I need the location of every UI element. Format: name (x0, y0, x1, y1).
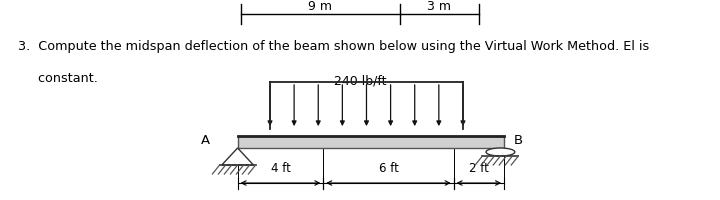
Text: 4 ft: 4 ft (271, 162, 290, 176)
Bar (238, 136, 504, 148)
Polygon shape (222, 148, 253, 165)
Text: constant.: constant. (18, 72, 98, 85)
Text: 2 ft: 2 ft (469, 162, 489, 176)
Text: B: B (513, 134, 523, 148)
Text: 6 ft: 6 ft (379, 162, 398, 176)
Text: 3 m: 3 m (427, 0, 451, 13)
Text: A: A (201, 134, 210, 148)
Circle shape (486, 148, 515, 156)
Text: 9 m: 9 m (308, 0, 333, 13)
Text: 3.  Compute the midspan deflection of the beam shown below using the Virtual Wor: 3. Compute the midspan deflection of the… (18, 40, 649, 53)
Text: 240 lb/ft: 240 lb/ft (334, 74, 386, 87)
